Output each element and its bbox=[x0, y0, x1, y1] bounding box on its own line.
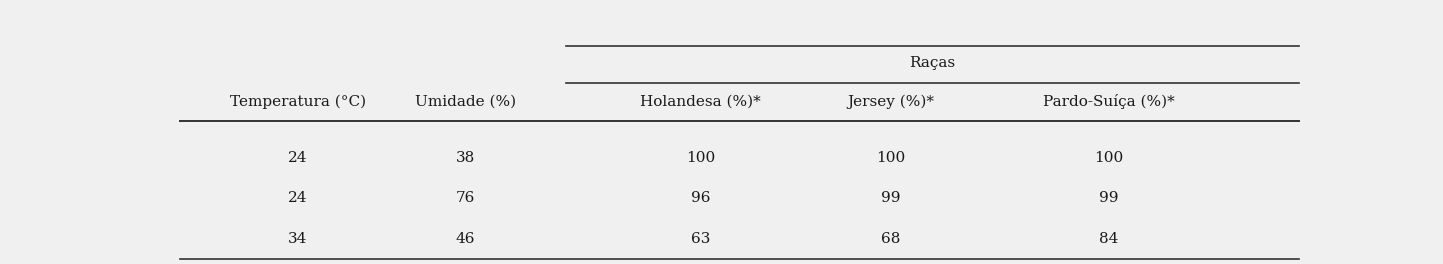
Text: 100: 100 bbox=[685, 151, 716, 165]
Text: Raças: Raças bbox=[909, 56, 955, 70]
Text: 99: 99 bbox=[1098, 191, 1118, 205]
Text: 96: 96 bbox=[691, 191, 710, 205]
Text: 76: 76 bbox=[456, 191, 475, 205]
Text: Holandesa (%)*: Holandesa (%)* bbox=[641, 95, 760, 109]
Text: 68: 68 bbox=[880, 232, 900, 246]
Text: Temperatura (°C): Temperatura (°C) bbox=[229, 95, 367, 109]
Text: 34: 34 bbox=[289, 232, 307, 246]
Text: 63: 63 bbox=[691, 232, 710, 246]
Text: Pardo-Suíça (%)*: Pardo-Suíça (%)* bbox=[1043, 94, 1175, 109]
Text: 24: 24 bbox=[289, 191, 307, 205]
Text: 100: 100 bbox=[1094, 151, 1123, 165]
Text: 100: 100 bbox=[876, 151, 905, 165]
Text: Umidade (%): Umidade (%) bbox=[416, 95, 517, 109]
Text: 84: 84 bbox=[1100, 232, 1118, 246]
Text: 38: 38 bbox=[456, 151, 475, 165]
Text: 99: 99 bbox=[880, 191, 900, 205]
Text: 46: 46 bbox=[456, 232, 475, 246]
Text: 24: 24 bbox=[289, 151, 307, 165]
Text: Jersey (%)*: Jersey (%)* bbox=[847, 95, 934, 109]
